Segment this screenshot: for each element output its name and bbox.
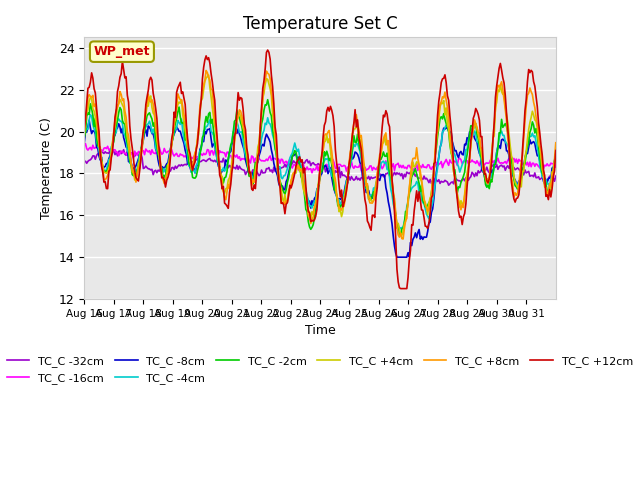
Line: TC_C +12cm: TC_C +12cm — [84, 50, 556, 288]
TC_C -16cm — [113, 150, 120, 156]
TC_C -32cm — [550, 179, 558, 184]
TC_C +4cm — [111, 124, 119, 130]
TC_C +8cm — [550, 156, 558, 162]
TC_C -16cm — [552, 164, 559, 170]
Line: TC_C -32cm: TC_C -32cm — [84, 150, 556, 185]
TC_C -32cm — [120, 147, 127, 153]
TC_C -2cm — [97, 146, 104, 152]
TC_C +4cm — [205, 72, 212, 78]
TC_C +4cm — [81, 132, 88, 137]
Line: TC_C +4cm: TC_C +4cm — [84, 75, 556, 235]
TC_C -16cm — [82, 141, 90, 146]
Legend: TC_C -32cm, TC_C -16cm, TC_C -8cm, TC_C -4cm, TC_C -2cm, TC_C +4cm, TC_C +8cm, T: TC_C -32cm, TC_C -16cm, TC_C -8cm, TC_C … — [3, 352, 637, 388]
X-axis label: Time: Time — [305, 324, 335, 337]
TC_C +8cm — [97, 144, 104, 150]
TC_C +8cm — [489, 137, 497, 143]
Text: WP_met: WP_met — [93, 45, 150, 58]
TC_C -4cm — [113, 130, 120, 135]
TC_C -4cm — [550, 157, 558, 163]
TC_C -2cm — [550, 159, 558, 165]
TC_C -16cm — [325, 165, 333, 170]
TC_C -8cm — [98, 154, 106, 160]
Title: Temperature Set C: Temperature Set C — [243, 15, 397, 33]
TC_C +12cm — [111, 114, 119, 120]
TC_C -32cm — [489, 162, 497, 168]
TC_C -8cm — [85, 118, 93, 123]
TC_C -4cm — [81, 132, 88, 138]
Line: TC_C -16cm: TC_C -16cm — [84, 144, 556, 173]
TC_C -2cm — [397, 232, 404, 238]
TC_C -8cm — [552, 151, 559, 157]
TC_C -4cm — [419, 200, 427, 205]
TC_C +12cm — [550, 168, 558, 174]
Line: TC_C +8cm: TC_C +8cm — [84, 71, 556, 239]
TC_C +12cm — [552, 148, 559, 154]
TC_C -8cm — [489, 170, 497, 176]
TC_C +12cm — [324, 105, 332, 110]
TC_C +8cm — [202, 68, 210, 73]
TC_C +8cm — [81, 131, 88, 137]
TC_C +12cm — [97, 151, 104, 157]
Y-axis label: Temperature (C): Temperature (C) — [40, 117, 53, 219]
TC_C +4cm — [550, 159, 558, 165]
TC_C +8cm — [111, 117, 119, 122]
TC_C -4cm — [396, 227, 403, 232]
TC_C -16cm — [550, 160, 558, 166]
TC_C +12cm — [81, 127, 88, 132]
TC_C -8cm — [81, 140, 88, 146]
TC_C +12cm — [489, 136, 497, 142]
TC_C -2cm — [264, 97, 271, 103]
TC_C -2cm — [419, 198, 427, 204]
TC_C -32cm — [324, 166, 332, 172]
TC_C +8cm — [552, 140, 559, 145]
TC_C +8cm — [324, 129, 332, 135]
TC_C -2cm — [552, 155, 559, 160]
TC_C -8cm — [113, 127, 120, 132]
TC_C -16cm — [419, 162, 427, 168]
TC_C +4cm — [419, 190, 427, 196]
TC_C +12cm — [397, 286, 404, 291]
TC_C -8cm — [393, 254, 401, 260]
TC_C -8cm — [419, 237, 427, 242]
TC_C -4cm — [552, 152, 559, 157]
Line: TC_C -8cm: TC_C -8cm — [84, 120, 556, 257]
TC_C +12cm — [264, 47, 271, 53]
TC_C -16cm — [489, 160, 497, 166]
TC_C -16cm — [81, 144, 88, 149]
TC_C -8cm — [550, 158, 558, 164]
TC_C -2cm — [324, 153, 332, 158]
TC_C -2cm — [111, 126, 119, 132]
TC_C +4cm — [398, 232, 406, 238]
TC_C -4cm — [98, 161, 106, 167]
TC_C -32cm — [81, 159, 88, 165]
TC_C +4cm — [324, 140, 332, 145]
TC_C +8cm — [419, 186, 427, 192]
TC_C +8cm — [399, 236, 407, 242]
TC_C -4cm — [489, 171, 497, 177]
TC_C -32cm — [418, 175, 426, 181]
TC_C -2cm — [81, 135, 88, 141]
TC_C -32cm — [97, 150, 104, 156]
Line: TC_C -4cm: TC_C -4cm — [84, 115, 556, 229]
Line: TC_C -2cm: TC_C -2cm — [84, 100, 556, 235]
TC_C -16cm — [98, 147, 106, 153]
TC_C -32cm — [445, 182, 452, 188]
TC_C -2cm — [489, 171, 497, 177]
TC_C -4cm — [86, 112, 94, 118]
TC_C -8cm — [324, 171, 332, 177]
TC_C +12cm — [419, 207, 427, 213]
TC_C -16cm — [308, 170, 316, 176]
TC_C -4cm — [324, 156, 332, 161]
TC_C -32cm — [111, 152, 119, 157]
TC_C +4cm — [97, 155, 104, 161]
TC_C +4cm — [552, 153, 559, 158]
TC_C +4cm — [489, 135, 497, 141]
TC_C -32cm — [552, 173, 559, 179]
